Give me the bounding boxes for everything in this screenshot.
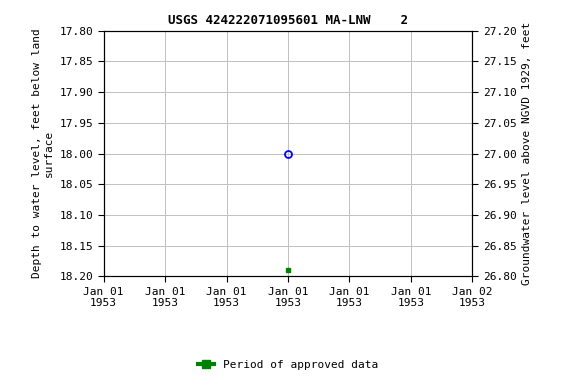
Y-axis label: Depth to water level, feet below land
surface: Depth to water level, feet below land su… <box>32 29 54 278</box>
Legend: Period of approved data: Period of approved data <box>193 355 383 374</box>
Title: USGS 424222071095601 MA-LNW    2: USGS 424222071095601 MA-LNW 2 <box>168 14 408 27</box>
Y-axis label: Groundwater level above NGVD 1929, feet: Groundwater level above NGVD 1929, feet <box>522 22 532 285</box>
